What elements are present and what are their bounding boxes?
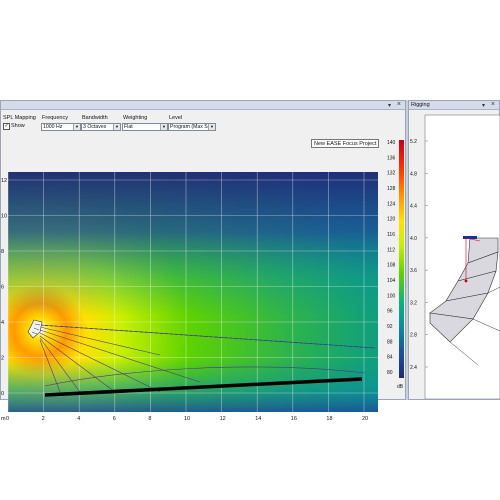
color-scale-tick-label: 132 — [387, 171, 396, 177]
rigging-angle-line — [465, 237, 481, 242]
bandwidth-value: 3 Octaves — [83, 124, 107, 130]
frequency-value: 1000 Hz — [43, 124, 63, 130]
rigging-y-ticks: 5.2 4.8 4.4 4.0 3.6 3.2 2.8 2.4 — [410, 139, 417, 371]
color-scale-tick-label: 136 — [387, 155, 396, 161]
bandwidth-select[interactable]: 3 Octaves ▼ — [81, 123, 121, 131]
x-tick-label: 20 — [362, 416, 368, 422]
y-tick-label: 10 — [1, 214, 7, 220]
color-scale-tick-label: 120 — [387, 217, 396, 223]
pin-icon[interactable]: ▾ — [387, 103, 391, 109]
rigging-y-tick-label: 3.6 — [410, 268, 417, 274]
spl-heatmap-bottom-shade — [8, 172, 378, 412]
rigging-y-tick-label: 4.4 — [410, 204, 417, 210]
color-scale-tick-label: 92 — [387, 324, 393, 330]
weighting-label: Weighting — [123, 115, 148, 121]
y-tick-label: 0 — [1, 391, 4, 397]
color-scale-tick-label: 140 — [387, 140, 396, 146]
color-scale-tick-label: 100 — [387, 293, 396, 299]
y-tick-label: 8 — [1, 249, 4, 255]
show-checkbox[interactable]: ✓ — [3, 123, 10, 130]
x-tick-label: 18 — [326, 416, 332, 422]
chevron-down-icon: ▼ — [113, 124, 120, 130]
color-scale-tick-label: 104 — [387, 278, 396, 284]
speaker-array[interactable] — [27, 319, 43, 339]
x-axis-ticks: 0 2 4 6 8 10 12 14 16 18 20 — [6, 416, 368, 422]
x-tick-label: 6 — [113, 416, 116, 422]
color-scale-tick-label: 84 — [387, 355, 393, 361]
chevron-down-icon: ▼ — [160, 124, 167, 130]
rigging-center-of-gravity — [464, 279, 468, 283]
rigging-y-tick-label: 2.8 — [410, 333, 417, 339]
panel-splitter[interactable] — [406, 100, 408, 400]
color-scale-bar — [399, 140, 404, 378]
rigging-y-tick-label: 3.2 — [410, 300, 417, 306]
x-axis-unit: m — [1, 416, 6, 422]
color-scale-tick-label: 128 — [387, 186, 396, 192]
main-titlebar: ▾ × — [1, 101, 405, 110]
x-tick-label: 8 — [148, 416, 151, 422]
level-value: Program (Max SF — [170, 124, 211, 130]
bandwidth-label: Bandwidth — [82, 115, 108, 121]
level-select[interactable]: Program (Max SF ▼ — [168, 123, 216, 131]
spl-color-scale: 140 136 132 128 124 120 116 112 108 104 100 96 92 88 8… — [387, 140, 404, 390]
color-scale-unit: dB — [397, 384, 404, 390]
rigging-array[interactable] — [429, 237, 499, 343]
rigging-titlebar: Rigging ▾ × — [409, 101, 499, 110]
y-axis-ticks: 12 10 8 6 4 2 0 — [1, 178, 7, 397]
color-scale-tick-label: 80 — [387, 370, 393, 376]
color-scale-ticks: 140 136 132 128 124 120 116 112 108 104 100 96 92 88 8… — [387, 140, 396, 376]
x-tick-label: 2 — [42, 416, 45, 422]
rigging-grid — [425, 140, 428, 368]
chevron-down-icon: ▼ — [73, 124, 80, 130]
rigging-y-tick-label: 2.4 — [410, 365, 417, 371]
y-tick-label: 4 — [1, 320, 4, 326]
y-tick-label: 2 — [1, 356, 4, 362]
rigging-frame — [463, 236, 477, 239]
rigging-title: Rigging — [411, 102, 430, 108]
aim-line — [39, 324, 376, 349]
x-tick-label: 12 — [220, 416, 226, 422]
x-tick-label: 14 — [255, 416, 261, 422]
show-label: Show — [11, 123, 25, 129]
color-scale-tick-label: 88 — [387, 339, 393, 345]
y-tick-label: 12 — [1, 178, 7, 184]
rigging-aim-lines — [449, 286, 500, 366]
weighting-select[interactable]: Flat ▼ — [122, 123, 168, 131]
color-scale-tick-label: 112 — [387, 247, 395, 253]
x-tick-label: 10 — [184, 416, 190, 422]
spl-mapping-label: SPL Mapping — [3, 115, 36, 121]
level-label: Level — [169, 115, 183, 121]
plot-grid — [7, 172, 378, 412]
pin-icon[interactable]: ▾ — [481, 103, 485, 109]
close-icon[interactable]: × — [490, 101, 495, 108]
weighting-value: Flat — [124, 124, 133, 130]
x-tick-label: 4 — [77, 416, 80, 422]
rigging-y-tick-label: 4.8 — [410, 171, 417, 177]
rigging-y-tick-label: 5.2 — [410, 139, 417, 145]
color-scale-tick-label: 116 — [387, 232, 395, 238]
color-scale-tick-label: 108 — [387, 263, 396, 269]
rigging-y-tick-label: 4.0 — [410, 236, 417, 242]
rigging-plot[interactable]: 5.2 4.8 4.4 4.0 3.6 3.2 2.8 2.4 — [408, 109, 500, 399]
close-icon[interactable]: × — [396, 101, 401, 108]
x-tick-label: 16 — [291, 416, 297, 422]
project-label: New EASE Focus Project — [311, 139, 380, 148]
audience-area-line — [44, 377, 363, 397]
color-scale-tick-label: 124 — [387, 201, 396, 207]
y-tick-label: 6 — [1, 285, 4, 291]
frequency-label: Frequency — [42, 115, 68, 121]
chevron-down-icon: ▼ — [208, 124, 215, 130]
color-scale-tick-label: 96 — [387, 309, 393, 315]
x-tick-label: 0 — [6, 416, 9, 422]
frequency-select[interactable]: 1000 Hz ▼ — [41, 123, 81, 131]
